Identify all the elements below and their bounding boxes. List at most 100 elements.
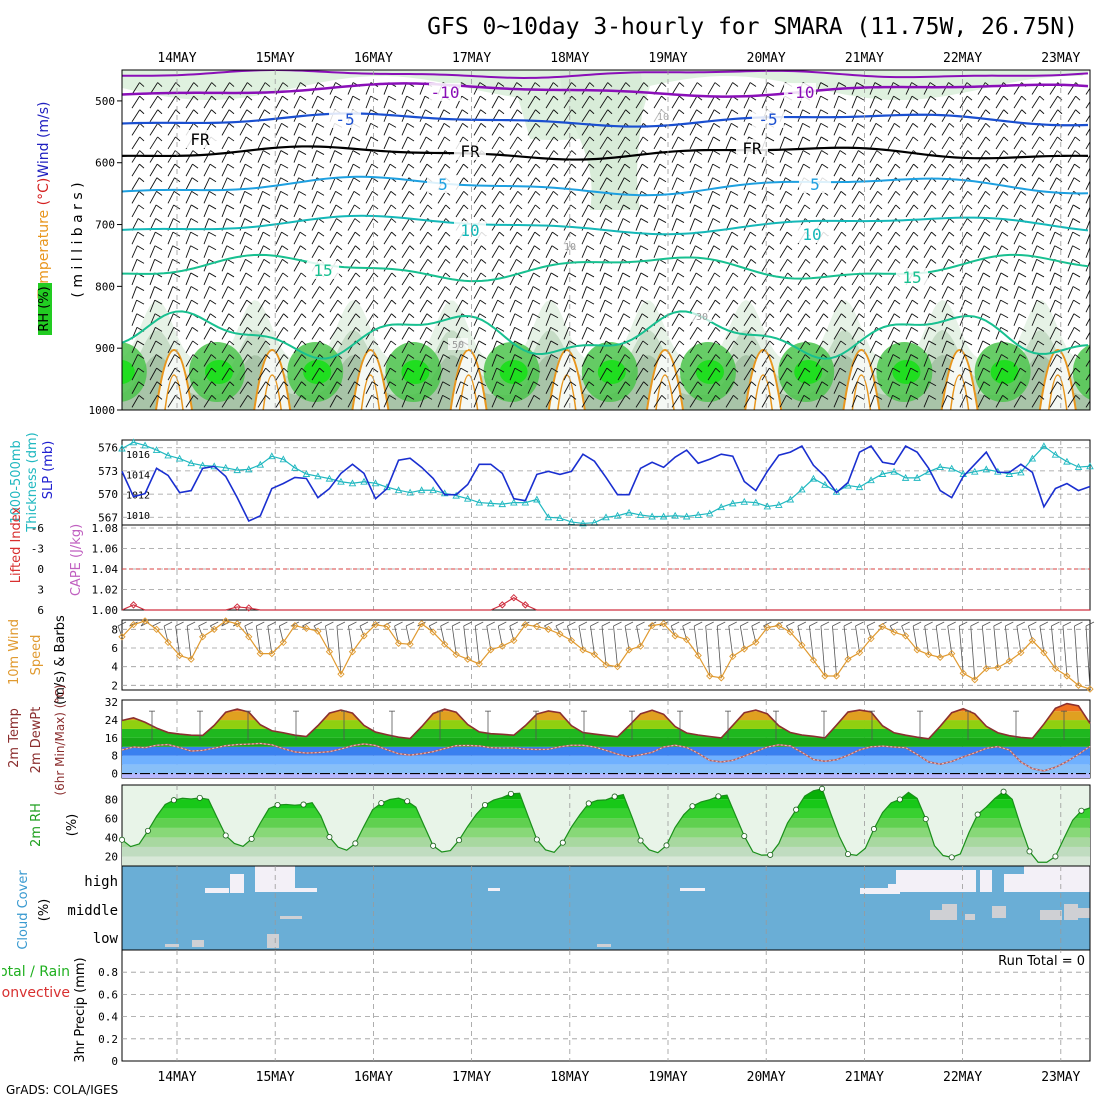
- wind-barb-flag: [409, 259, 415, 264]
- wind-barb-flag: [857, 354, 865, 359]
- wind-barb: [779, 327, 789, 340]
- wind-barb: [635, 218, 642, 231]
- wind-barb: [275, 231, 282, 245]
- wind-barb: [851, 163, 860, 177]
- wind-barb: [293, 259, 302, 272]
- wind-barb: [347, 95, 354, 109]
- wind-barb-flag: [643, 381, 649, 387]
- wind-barb: [509, 136, 518, 150]
- wind-barb: [1074, 625, 1079, 686]
- wind-barb: [293, 150, 300, 163]
- wind-barb: [203, 313, 211, 326]
- wind-barb: [761, 395, 770, 408]
- wind-barb: [329, 231, 338, 245]
- wind-barb-flag: [786, 621, 795, 627]
- wind-barb-flag: [895, 163, 901, 169]
- wind-barb: [981, 625, 987, 669]
- wind-barb: [257, 259, 265, 272]
- wind-barb-flag: [713, 109, 721, 115]
- wind-barb: [599, 109, 609, 122]
- wind-barb: [527, 367, 534, 381]
- wind-barb-flag: [337, 286, 343, 291]
- wind-barb-flag: [856, 95, 865, 101]
- wind-barb-flag: [823, 299, 829, 305]
- thickness-point: [740, 497, 749, 505]
- rh-band: [122, 846, 1090, 857]
- wind-barb-flag: [859, 245, 865, 251]
- wind-barb-flag: [588, 394, 595, 400]
- wind-barb-flag: [588, 367, 595, 373]
- wind-barb-flag: [876, 286, 883, 291]
- wind-barb: [527, 272, 534, 286]
- wind-barb: [167, 95, 177, 109]
- wind-barb: [221, 299, 229, 313]
- wind-barb-flag: [733, 367, 739, 373]
- wind-barb-flag: [658, 204, 667, 210]
- wind-barb-flag: [877, 259, 883, 264]
- wind-barb-flag: [589, 136, 595, 142]
- wind-barb-flag: [281, 109, 289, 115]
- wind-barb-flag: [859, 299, 865, 305]
- wind-barb: [599, 340, 607, 354]
- wind-barb: [329, 340, 338, 354]
- wind-barb-flag: [966, 245, 973, 251]
- wind-barb: [959, 259, 967, 272]
- wind-barb-flag: [805, 313, 811, 319]
- wind-barb: [1085, 288, 1090, 299]
- wind-barb: [1049, 259, 1056, 272]
- wind-barb-flag: [874, 82, 883, 87]
- warm-arch: [449, 349, 488, 410]
- wind-barb: [653, 177, 660, 190]
- wind-barb: [311, 354, 320, 367]
- wind-barb: [473, 286, 481, 299]
- wind-barb-flag: [244, 231, 253, 237]
- wind-barb: [1085, 140, 1090, 150]
- wind-barb: [993, 625, 999, 668]
- wind-barb: [705, 625, 711, 677]
- wind-barb-flag: [967, 123, 973, 128]
- wind-barb: [131, 272, 138, 286]
- wind-barb: [671, 136, 679, 150]
- wind-barb: [1013, 163, 1022, 177]
- wind-barb-flag: [535, 109, 541, 115]
- top-day-label: 22MAY: [943, 51, 982, 66]
- wind-barb-flag: [371, 394, 379, 400]
- wind-barb: [221, 123, 230, 136]
- wind-barb-flag: [301, 286, 307, 291]
- thickness-point: [556, 514, 564, 521]
- wind-barb: [581, 95, 591, 109]
- mid-cloud-block: [942, 904, 957, 920]
- wind-barb: [635, 177, 643, 190]
- wind-barb: [221, 313, 230, 326]
- wind-barb-flag: [838, 122, 847, 128]
- wind-barb-flag: [409, 299, 415, 305]
- wind-barb: [455, 259, 464, 272]
- temp-line: [121, 702, 1091, 740]
- wind-barb-flag: [751, 381, 757, 387]
- wind-barb-flag: [440, 621, 449, 627]
- wind-barb: [851, 354, 859, 367]
- cape-point: [510, 593, 518, 602]
- wind-barb: [743, 395, 752, 408]
- wind-barb: [599, 136, 608, 150]
- wind-barb: [905, 245, 914, 258]
- wind-barb-flag: [696, 299, 703, 305]
- wind-barb-flag: [157, 109, 163, 115]
- wind-barb-flag: [928, 326, 937, 332]
- wind-barb: [653, 191, 660, 204]
- wind-barb: [977, 340, 984, 354]
- wind-barb-flag: [298, 163, 307, 169]
- wind-barb-flag: [982, 340, 991, 346]
- wind-barb-flag: [984, 204, 991, 210]
- wind-barb-flag: [696, 109, 703, 115]
- rh-point: [637, 837, 644, 844]
- wind-barb-flag: [624, 354, 631, 359]
- wind-barb: [905, 327, 912, 340]
- wind-barb: [599, 286, 606, 299]
- wind-barb: [149, 245, 156, 258]
- wind-barb-flag: [1020, 190, 1027, 196]
- wind-barb: [383, 381, 391, 394]
- wind-barb: [419, 231, 429, 245]
- wind-barb-flag: [408, 313, 415, 319]
- wind-barb: [815, 286, 825, 299]
